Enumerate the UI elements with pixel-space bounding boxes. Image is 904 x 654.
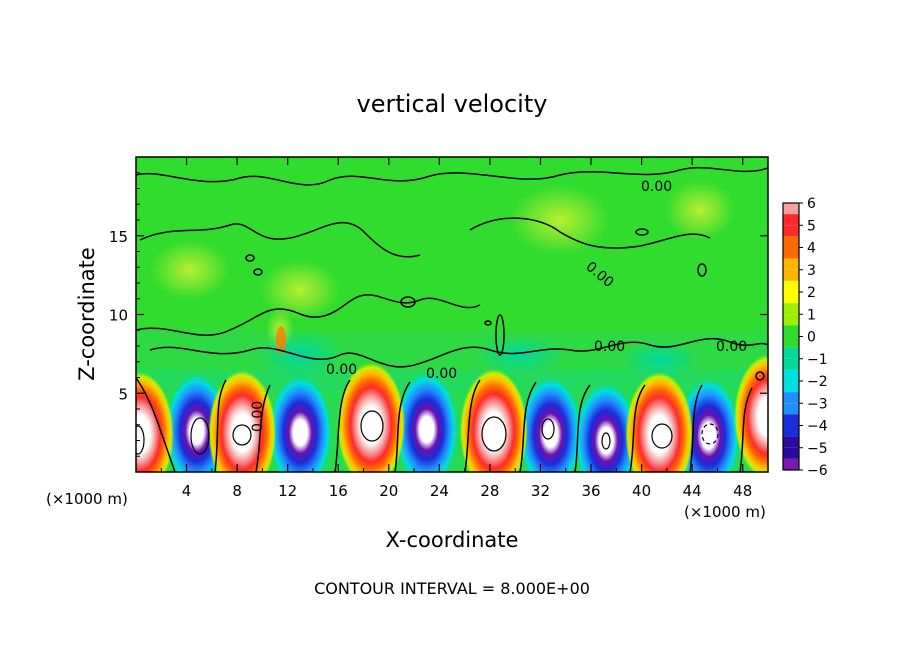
x-axis-label: X-coordinate: [386, 528, 519, 552]
colorbar-swatch: [783, 403, 799, 415]
x-tick-label: 28: [480, 482, 499, 500]
colorbar-swatch: [783, 292, 799, 304]
contour-label: 0.00: [594, 339, 625, 355]
cell-contours: [136, 410, 719, 455]
colorbar-swatch: [783, 358, 799, 370]
updraft-cell: [625, 372, 694, 472]
colorbar-swatch: [783, 314, 799, 326]
y-axis-label: Z-coordinate: [75, 247, 99, 381]
colorbar-swatch: [783, 214, 799, 226]
colorbar-label: −4: [807, 419, 828, 435]
contour-label: 0.00: [426, 366, 457, 382]
chart-title: vertical velocity: [357, 90, 548, 118]
y-tick-label: 15: [109, 228, 128, 246]
colorbar-label: 3: [807, 263, 816, 279]
x-tick-label: 8: [232, 482, 242, 500]
colorbar-swatch: [783, 269, 799, 281]
x-tick-label: 48: [733, 482, 752, 500]
downdraft-cell: [268, 374, 333, 472]
y-axis: 5 10 15: [109, 172, 768, 457]
x-tick-label: 12: [278, 482, 297, 500]
colorbar-label: 1: [807, 307, 816, 323]
colorbar-swatch: [783, 447, 799, 459]
x-tick-label: 4: [182, 482, 192, 500]
x-tick-label: 40: [632, 482, 651, 500]
x-tick-label: 44: [683, 482, 702, 500]
colorbar-label: −6: [807, 463, 828, 479]
colorbar-swatch: [783, 436, 799, 448]
x-unit-right: (×1000 m): [684, 503, 766, 521]
field-blob: [475, 335, 565, 375]
contour-interval-note: CONTOUR INTERVAL = 8.000E+00: [314, 579, 590, 598]
updraft-cell: [136, 372, 174, 472]
x-tick-label: 36: [581, 482, 600, 500]
x-unit-left: (×1000 m): [46, 490, 128, 508]
x-tick-label: 20: [379, 482, 398, 500]
downdraft-cell: [394, 371, 459, 472]
field-blob: [276, 326, 286, 354]
colorbar-label: −2: [807, 374, 828, 390]
colorbar-label: −5: [807, 441, 828, 457]
colorbar-swatch: [783, 258, 799, 270]
colorbar-label: −1: [807, 352, 828, 368]
colorbar-label: 0: [807, 330, 816, 346]
colorbar-swatch: [783, 381, 799, 393]
downdraft-cell: [518, 376, 583, 472]
downdraft-cell: [574, 382, 639, 472]
colorbar-swatch: [783, 347, 799, 359]
colorbar-label: 2: [807, 285, 816, 301]
colorbar-label: 4: [807, 241, 816, 257]
colorbar-swatch: [783, 203, 799, 215]
field-blob: [510, 185, 610, 255]
colorbar-swatch: [783, 458, 799, 470]
colorbar-swatch: [783, 414, 799, 426]
field-blob: [150, 240, 230, 300]
colorbar-swatch: [783, 236, 799, 248]
x-tick-label: 32: [531, 482, 550, 500]
x-axis: 4 8 12 16 20 24 28 32 36 40 44 48: [160, 157, 752, 500]
colorbar-swatch: [783, 247, 799, 259]
plot-area: 0.00 0.00 0.00 0.00 0.00 0.00 0.00: [136, 157, 768, 472]
contour-lines: [136, 166, 768, 472]
field-blob: [665, 180, 735, 240]
colorbar-label: 5: [807, 218, 816, 234]
y-tick-label: 10: [109, 307, 128, 325]
colorbar-swatch: [783, 425, 799, 437]
contour-label: 0.00: [326, 362, 357, 378]
x-tick-label: 16: [329, 482, 348, 500]
colorbar-swatch: [783, 280, 799, 292]
colorbar-swatch: [783, 369, 799, 381]
y-tick-label: 5: [118, 385, 128, 403]
colorbar-swatch: [783, 325, 799, 337]
contour-label: 0.00: [641, 179, 672, 195]
updraft-cell: [337, 362, 406, 472]
x-tick-label: 24: [430, 482, 449, 500]
colorbar-swatch: [783, 225, 799, 237]
colorbar-label: −3: [807, 396, 828, 412]
colorbar-label: 6: [807, 196, 816, 212]
contour-label: 0.00: [716, 339, 747, 355]
contour-label: 0.00: [250, 401, 266, 432]
colorbar-swatch: [783, 336, 799, 348]
colorbar-swatch: [783, 392, 799, 404]
colorbar-swatch: [783, 303, 799, 315]
colorbar: 6 5 4 3 2 1 0 −1 −2 −3 −4 −5 −6: [782, 196, 828, 479]
updraft-cell: [459, 369, 528, 472]
field-blob: [260, 260, 340, 320]
field-blob: [620, 340, 700, 380]
